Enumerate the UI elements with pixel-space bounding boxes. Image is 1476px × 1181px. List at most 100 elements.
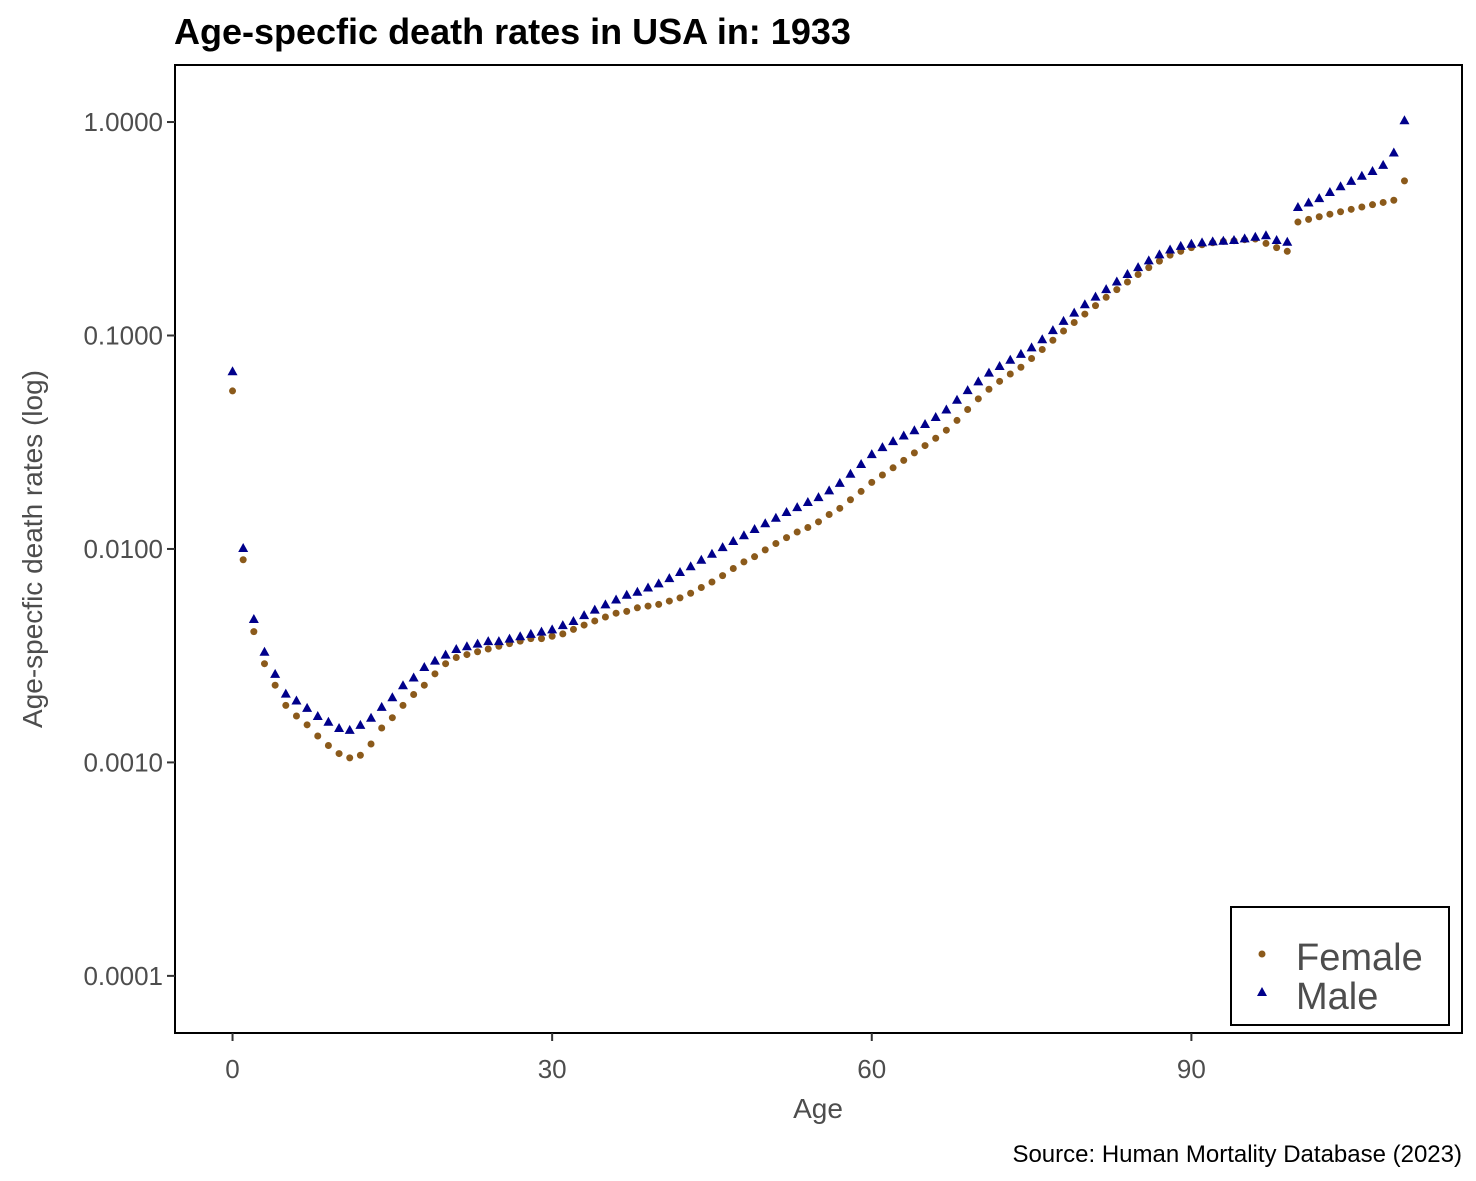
male-point <box>1367 165 1378 175</box>
female-point <box>1102 293 1110 301</box>
female-point <box>229 387 237 395</box>
male-point <box>1324 187 1335 197</box>
male-point <box>334 722 345 732</box>
male-point <box>1292 201 1303 211</box>
female-point <box>1400 177 1408 185</box>
male-point <box>696 554 707 564</box>
y-tick-label: 0.0001 <box>83 961 163 991</box>
male-point <box>1314 193 1325 203</box>
male-point <box>792 502 803 512</box>
male-point <box>323 716 334 726</box>
male-point <box>440 649 451 659</box>
male-point <box>1197 237 1208 247</box>
male-point <box>579 610 590 620</box>
female-point <box>591 617 599 625</box>
female-point <box>676 594 684 602</box>
female-point <box>868 478 876 486</box>
male-point <box>962 385 973 395</box>
male-point <box>1122 269 1133 279</box>
female-point <box>314 732 322 740</box>
female-point <box>474 648 482 656</box>
female-point <box>665 597 673 605</box>
female-point <box>1113 286 1121 294</box>
female-point <box>1262 239 1270 247</box>
male-point <box>1015 348 1026 358</box>
male-point <box>1282 236 1293 246</box>
female-point <box>356 751 364 759</box>
y-tick-label: 0.0010 <box>83 747 163 777</box>
male-point <box>1037 334 1048 344</box>
x-tick-label: 30 <box>538 1054 567 1084</box>
female-point <box>1337 208 1345 216</box>
female-point <box>772 540 780 548</box>
female-point <box>559 630 567 638</box>
female-point <box>463 651 471 659</box>
female-point <box>1315 213 1323 221</box>
female-point <box>271 681 279 689</box>
female-point <box>324 742 332 750</box>
male-point <box>632 586 643 596</box>
female-point <box>378 724 386 732</box>
male-point <box>866 449 877 459</box>
male-point <box>1335 181 1346 191</box>
female-point <box>1028 355 1036 363</box>
female-point <box>1123 278 1131 286</box>
female-point <box>282 701 290 709</box>
male-point <box>1143 255 1154 265</box>
male-point <box>227 366 238 376</box>
male-point <box>1218 235 1229 245</box>
male-point <box>749 524 760 534</box>
male-point <box>557 620 568 630</box>
male-point <box>664 573 675 583</box>
female-point <box>900 456 908 464</box>
female-point <box>1134 271 1142 279</box>
female-point <box>1049 336 1057 344</box>
male-point <box>302 702 313 712</box>
male-point <box>515 631 526 641</box>
female-point <box>921 442 929 450</box>
female-point <box>687 589 695 597</box>
female-point <box>399 701 407 709</box>
legend-male-marker <box>1257 987 1267 996</box>
female-point <box>932 434 940 442</box>
male-point <box>461 641 472 651</box>
male-point <box>408 672 419 682</box>
male-point <box>1058 315 1069 325</box>
male-point <box>717 542 728 552</box>
male-point <box>291 695 302 705</box>
male-point <box>856 459 867 469</box>
male-point <box>238 543 249 553</box>
male-point <box>941 404 952 414</box>
male-point <box>930 412 941 422</box>
male-point <box>280 688 291 698</box>
female-point <box>996 377 1004 385</box>
female-point <box>633 604 641 612</box>
female-point <box>825 511 833 519</box>
female-point <box>846 496 854 504</box>
male-point <box>845 468 856 478</box>
male-point <box>994 360 1005 370</box>
male-point <box>270 668 281 678</box>
male-point <box>802 496 813 506</box>
male-point <box>1090 291 1101 301</box>
male-point <box>1303 197 1314 207</box>
female-point <box>623 607 631 615</box>
male-point <box>376 701 387 711</box>
male-point <box>419 661 430 671</box>
female-point <box>452 654 460 662</box>
male-point <box>451 643 462 653</box>
y-tick-label: 0.1000 <box>83 320 163 350</box>
female-point <box>367 740 375 748</box>
female-point <box>697 583 705 591</box>
male-point <box>568 615 579 625</box>
female-point <box>1017 363 1025 371</box>
male-point <box>738 530 749 540</box>
female-point <box>1273 244 1281 252</box>
male-point <box>547 624 558 634</box>
female-point <box>303 721 311 729</box>
male-point <box>643 582 654 592</box>
female-point <box>410 691 418 699</box>
legend-box <box>1230 906 1450 1026</box>
male-point <box>1207 236 1218 246</box>
